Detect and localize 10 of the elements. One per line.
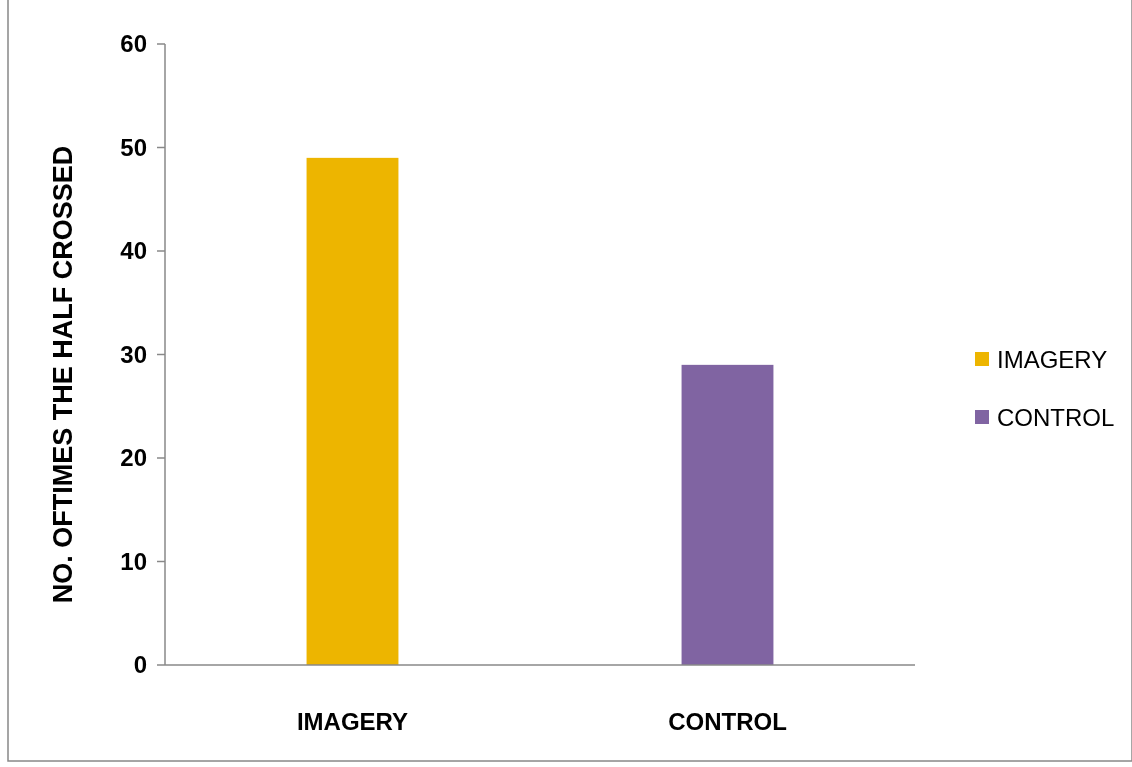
y-tick-label: 50 xyxy=(120,133,147,161)
y-tick-label: 10 xyxy=(120,547,147,575)
y-tick-label: 0 xyxy=(133,651,147,679)
y-tick-label: 20 xyxy=(120,444,147,472)
y-axis-title: NO. OFTIMES THE HALF CROSSED xyxy=(48,145,78,604)
y-tick-label: 60 xyxy=(120,30,147,58)
y-tick-label: 30 xyxy=(120,340,147,368)
legend-label: IMAGERY xyxy=(997,346,1108,374)
legend-label: CONTROL xyxy=(997,404,1115,432)
y-tick-label: 40 xyxy=(120,237,147,265)
